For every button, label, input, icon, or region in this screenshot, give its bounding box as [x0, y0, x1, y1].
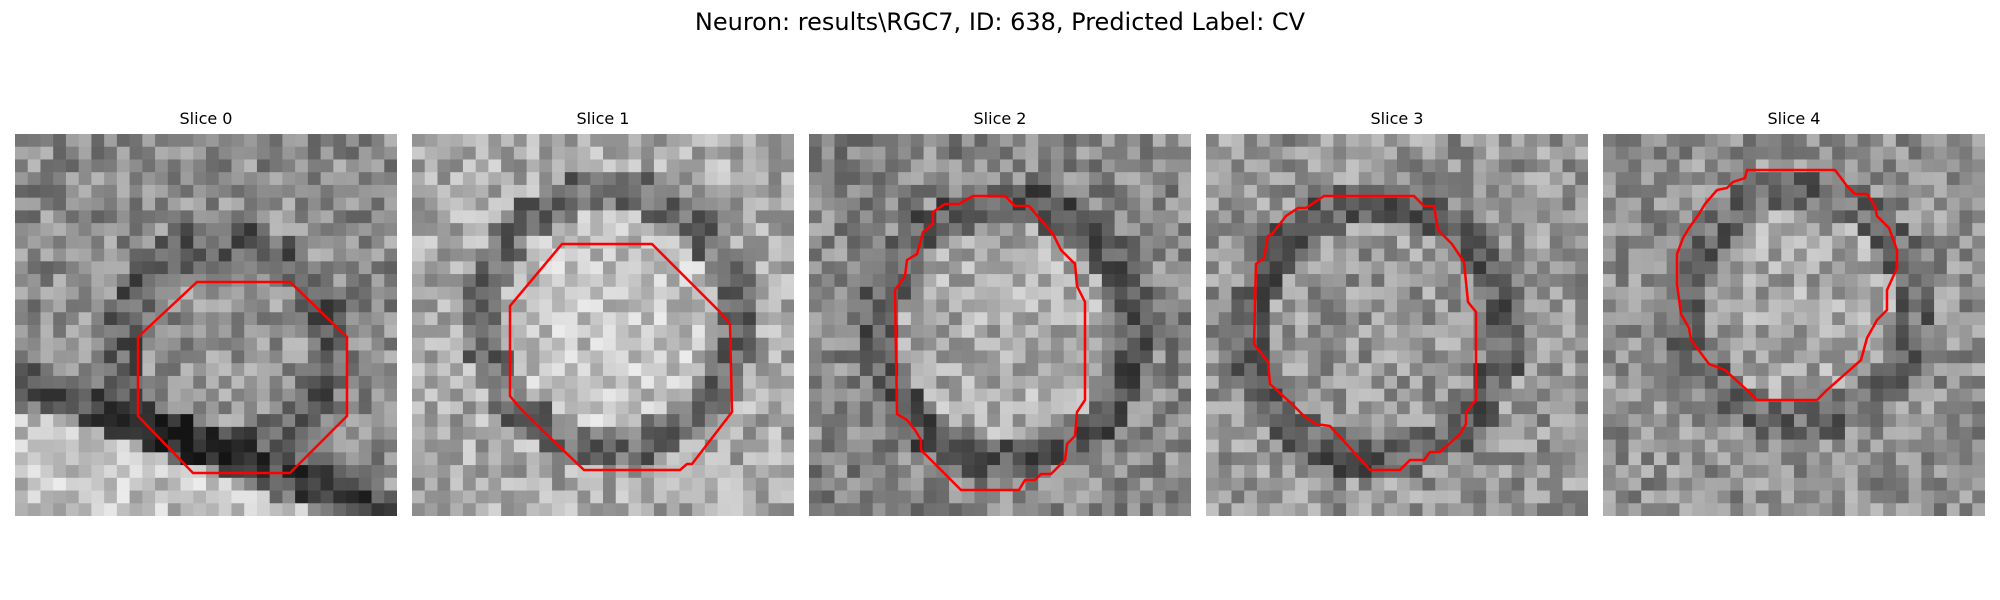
slice-3-title: Slice 3	[1370, 109, 1424, 128]
slice-0-pixels	[15, 134, 397, 516]
slice-4-panel	[1603, 134, 1985, 516]
slice-4-contour	[1675, 168, 1899, 402]
slice-4-image	[1603, 134, 1985, 516]
figure-title: Neuron: results\RGC7, ID: 638, Predicted…	[694, 8, 1306, 36]
slice-2-image	[809, 134, 1191, 516]
slice-3-image	[1206, 134, 1588, 516]
slice-4-title: Slice 4	[1767, 109, 1821, 128]
slice-2-pixels	[809, 134, 1191, 516]
slice-3-panel	[1206, 134, 1588, 516]
slice-1-image	[412, 134, 794, 516]
slice-0-image	[15, 134, 397, 516]
slice-2-panel	[809, 134, 1191, 516]
slice-3-contour	[1252, 194, 1478, 472]
slice-2-title: Slice 2	[973, 109, 1027, 128]
slice-0-title: Slice 0	[179, 109, 233, 128]
slice-1-title: Slice 1	[576, 109, 630, 128]
slice-1-pixels	[412, 134, 794, 516]
slice-1-contour	[508, 242, 734, 472]
slice-0-contour	[136, 280, 349, 475]
slice-3-pixels	[1206, 134, 1588, 516]
slice-4-pixels	[1603, 134, 1985, 516]
slice-2-contour	[893, 194, 1087, 492]
slice-0-panel	[15, 134, 397, 516]
slice-1-panel	[412, 134, 794, 516]
